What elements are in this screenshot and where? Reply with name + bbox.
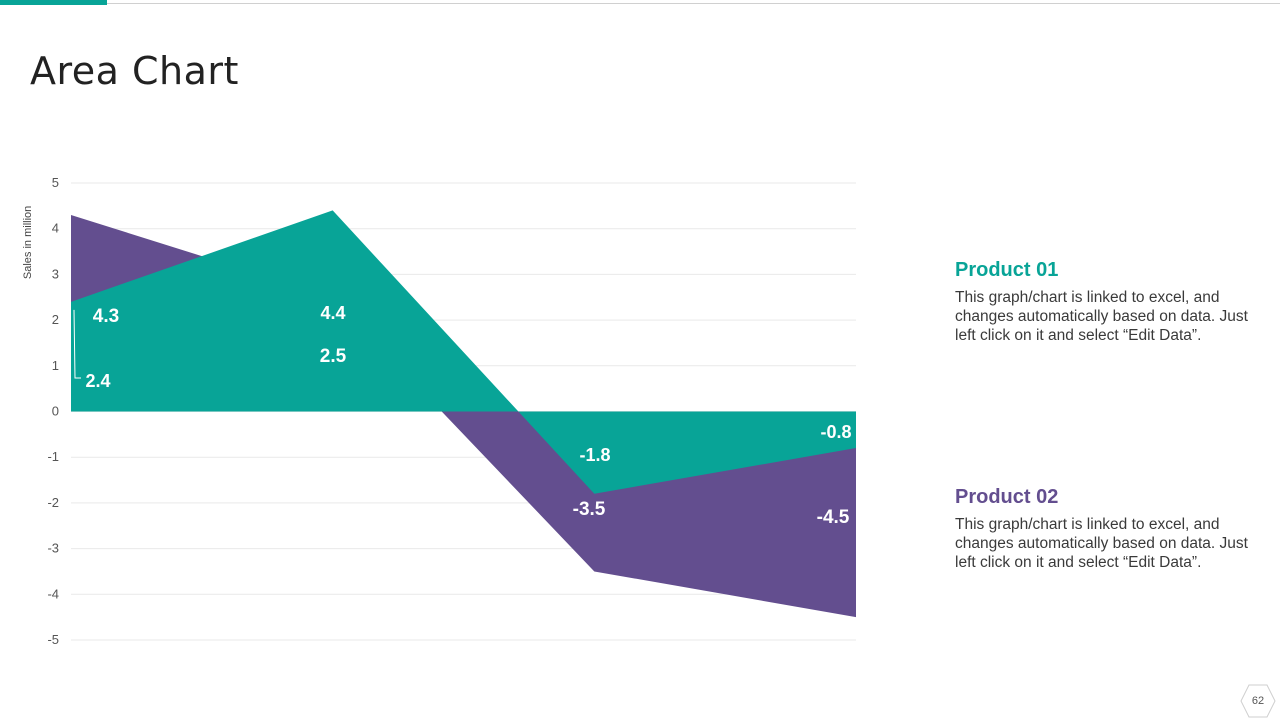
page-number-badge: 62 — [1240, 684, 1276, 718]
y-tick-label: 3 — [52, 266, 59, 281]
page-number: 62 — [1251, 695, 1265, 707]
y-tick-label: 4 — [52, 221, 59, 236]
y-tick-label: 0 — [52, 404, 59, 419]
data-label-product-02: 4.3 — [93, 306, 119, 327]
y-tick-label: -1 — [47, 449, 59, 464]
data-label-leader-line — [73, 309, 81, 379]
legend-desc-product-02: This graph/chart is linked to excel, and… — [955, 516, 1248, 571]
y-tick-label: 2 — [52, 312, 59, 327]
y-tick-label: 1 — [52, 358, 59, 373]
data-label-product-01: -0.8 — [820, 422, 851, 442]
top-divider — [107, 3, 1280, 4]
y-tick-label: 5 — [52, 175, 59, 190]
y-tick-label: -5 — [47, 632, 59, 647]
y-axis-label: Sales in million — [22, 206, 34, 279]
legend-title-product-01: Product 01 — [955, 259, 1059, 281]
y-tick-label: -2 — [47, 495, 59, 510]
top-accent-bar — [0, 0, 107, 5]
y-tick-label: -3 — [47, 541, 59, 556]
data-label-product-02: 2.5 — [320, 346, 347, 367]
data-label-product-02: -4.5 — [817, 507, 850, 528]
hexagon-icon — [1240, 684, 1276, 718]
legend-title-product-02: Product 02 — [955, 486, 1059, 508]
data-label-product-01: -1.8 — [579, 445, 610, 465]
area-product-01 — [71, 210, 856, 494]
legend-desc-product-01: This graph/chart is linked to excel, and… — [955, 289, 1248, 344]
data-label-product-01: 4.4 — [320, 303, 345, 323]
legend-product-02: Product 02 This graph/chart is linked to… — [955, 486, 1265, 572]
legend-product-01: Product 01 This graph/chart is linked to… — [955, 259, 1265, 345]
y-tick-label: -4 — [47, 586, 59, 601]
data-label-product-02: -3.5 — [573, 499, 606, 520]
data-label-product-01: 2.4 — [85, 371, 110, 391]
page-title: Area Chart — [30, 49, 239, 94]
